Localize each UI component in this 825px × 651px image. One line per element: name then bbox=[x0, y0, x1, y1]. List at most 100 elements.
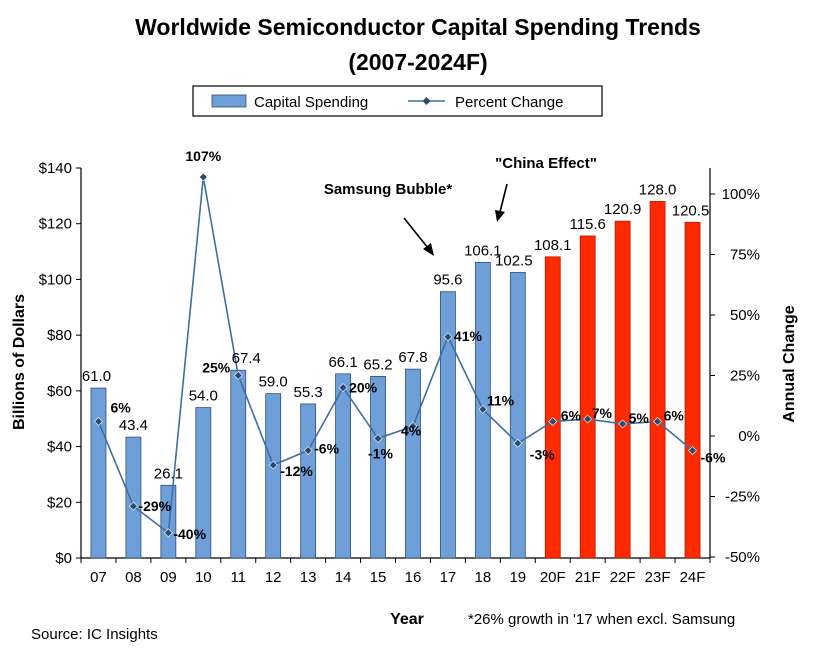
percent-point-10 bbox=[198, 172, 208, 182]
legend-line-marker bbox=[422, 97, 431, 105]
y-tick-label: $0 bbox=[55, 550, 72, 567]
percent-value-label: -1% bbox=[368, 445, 393, 461]
y2-tick-label: 100% bbox=[722, 186, 760, 203]
y2-tick-label: 75% bbox=[730, 247, 760, 264]
percent-point-14 bbox=[338, 383, 348, 393]
bar-16 bbox=[405, 368, 421, 559]
bar-value-label: 108.1 bbox=[534, 237, 572, 254]
source-note: Source: IC Insights bbox=[31, 626, 158, 643]
data-labels-layer: 61.0 43.4 26.1 54.0 67.4 59.0 55.3 66.1 65.2 67.8… bbox=[82, 148, 726, 542]
percent-value-label: -6% bbox=[701, 450, 726, 466]
y-tick-label: $100 bbox=[39, 271, 72, 288]
bar-21F bbox=[579, 235, 596, 559]
percent-value-label: 20% bbox=[349, 380, 378, 396]
y-tick-label: $20 bbox=[47, 494, 72, 511]
samsung-arrow-head bbox=[423, 243, 434, 256]
chart-title-line1: Worldwide Semiconductor Capital Spending… bbox=[135, 14, 701, 40]
y2-tick-label: 50% bbox=[730, 307, 760, 324]
percent-value-label: 107% bbox=[185, 148, 221, 164]
percent-value-label: -6% bbox=[314, 441, 339, 457]
x-tick-label: 08 bbox=[125, 569, 142, 586]
percent-point-18 bbox=[478, 404, 488, 414]
y2-tick-label: -25% bbox=[725, 489, 760, 506]
percent-point-24F bbox=[688, 446, 697, 455]
x-tick-label: 13 bbox=[300, 569, 317, 586]
china-effect-annotation: "China Effect" bbox=[495, 155, 597, 172]
percent-value-label: -12% bbox=[280, 463, 313, 479]
bar-14 bbox=[335, 373, 351, 559]
bar-15 bbox=[370, 375, 386, 559]
y-tick-label: $140 bbox=[39, 160, 72, 177]
percent-point-17 bbox=[443, 332, 453, 342]
bar-22F bbox=[614, 220, 631, 559]
y2-axis-label: Annual Change bbox=[781, 305, 798, 422]
bar-value-label: 61.0 bbox=[82, 368, 111, 385]
bar-value-label: 59.0 bbox=[259, 374, 288, 391]
percent-point-13 bbox=[303, 446, 313, 455]
percent-point-15 bbox=[373, 433, 383, 443]
legend-line-label: Percent Change bbox=[455, 94, 563, 111]
bar-value-label: 120.5 bbox=[672, 202, 710, 219]
bar-10 bbox=[195, 407, 212, 559]
percent-point-11 bbox=[233, 371, 243, 380]
y-tick-label: $60 bbox=[47, 383, 72, 400]
bar-value-label: 66.1 bbox=[328, 354, 357, 371]
x-tick-label: 12 bbox=[265, 569, 282, 586]
bar-value-label: 43.4 bbox=[119, 417, 148, 434]
percent-value-label: 5% bbox=[629, 410, 650, 426]
china-arrow-line bbox=[499, 183, 508, 213]
percent-change-line bbox=[97, 176, 694, 535]
percent-point-16 bbox=[408, 421, 418, 431]
y-axis-label: Billions of Dollars bbox=[11, 294, 28, 430]
bar-13 bbox=[300, 403, 317, 559]
chart-title-line2: (2007-2024F) bbox=[348, 49, 487, 75]
bar-23F bbox=[649, 201, 666, 559]
percent-point-21F bbox=[583, 414, 593, 424]
percent-point-07 bbox=[94, 417, 103, 426]
percent-point-09 bbox=[163, 528, 173, 538]
bar-11 bbox=[230, 369, 247, 559]
x-tick-label: 07 bbox=[90, 569, 107, 586]
x-tick-label: 15 bbox=[370, 569, 387, 586]
y2-tick-label: 0% bbox=[738, 428, 760, 445]
x-tick-label: 09 bbox=[160, 569, 177, 586]
y2-tick-label: 25% bbox=[730, 368, 760, 385]
legend-bar-swatch bbox=[211, 94, 247, 108]
percent-value-label: 6% bbox=[561, 407, 582, 423]
bar-12 bbox=[265, 393, 282, 559]
percent-point-08 bbox=[128, 501, 138, 511]
bar-value-label: 128.0 bbox=[639, 181, 677, 198]
x-tick-label: 18 bbox=[475, 569, 492, 586]
bar-value-label: 55.3 bbox=[294, 384, 323, 401]
bar-value-label: 120.9 bbox=[604, 201, 642, 218]
percent-value-label: 25% bbox=[202, 360, 231, 376]
bar-value-label: 95.6 bbox=[433, 272, 462, 289]
percent-point-20F bbox=[548, 417, 558, 426]
bar-17 bbox=[440, 291, 456, 559]
y-tick-label: $40 bbox=[47, 439, 72, 456]
x-tick-label: 21F bbox=[575, 569, 601, 586]
bar-value-label: 67.4 bbox=[232, 350, 261, 367]
percent-value-label: -3% bbox=[530, 446, 555, 462]
samsung-arrow-line bbox=[403, 217, 429, 249]
legend-box bbox=[192, 85, 603, 117]
bar-19 bbox=[509, 272, 526, 559]
x-tick-label: 11 bbox=[230, 569, 246, 586]
percent-value-label: 6% bbox=[110, 399, 131, 415]
legend: Capital Spending Percent Change bbox=[192, 85, 603, 117]
bar-value-label: 106.1 bbox=[464, 242, 502, 259]
percent-point-23F bbox=[653, 417, 663, 426]
axes-layer: $0 $20 $40 $60 $80 $100 $120 $140 -50% -25% 0% 25% 5… bbox=[39, 160, 760, 586]
percent-point-19 bbox=[513, 438, 523, 448]
percent-value-label: 6% bbox=[664, 407, 685, 423]
bar-07 bbox=[90, 387, 107, 559]
percent-point-22F bbox=[618, 419, 628, 429]
percent-value-label: -29% bbox=[138, 498, 171, 514]
y-tick-label: $80 bbox=[47, 327, 72, 344]
bar-value-label: 65.2 bbox=[363, 356, 392, 373]
x-tick-label: 17 bbox=[440, 569, 457, 586]
x-tick-label: 14 bbox=[335, 569, 352, 586]
percent-value-label: 7% bbox=[592, 405, 613, 421]
samsung-footnote: *26% growth in '17 when excl. Samsung bbox=[468, 611, 735, 628]
percent-value-label: -40% bbox=[173, 526, 206, 542]
